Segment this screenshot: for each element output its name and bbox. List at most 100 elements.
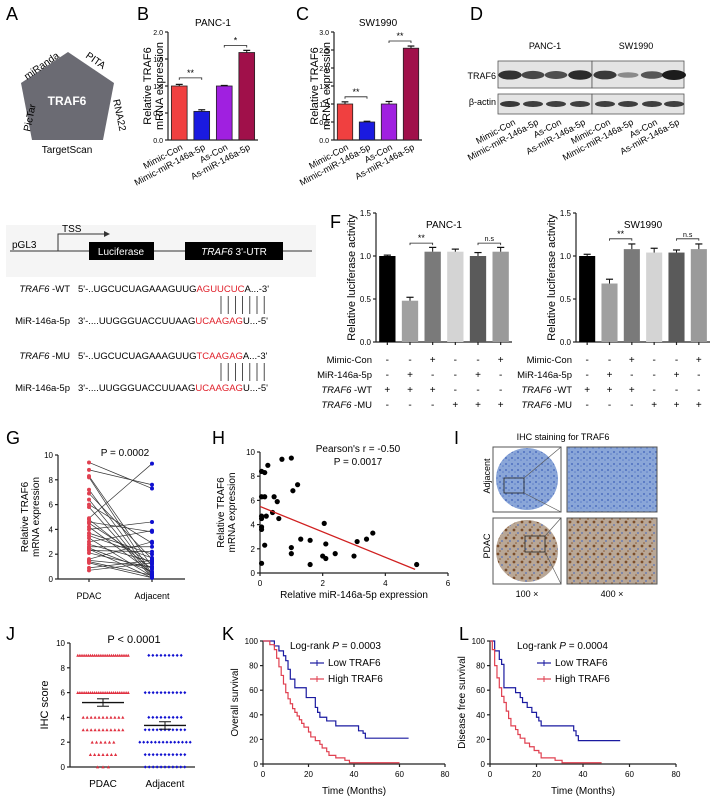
adjacent-point	[155, 728, 159, 732]
data-point	[262, 469, 268, 476]
side-rna22: RNA22	[110, 98, 128, 132]
data-point	[262, 542, 268, 548]
actin-band	[523, 101, 543, 107]
adjacent-point	[165, 740, 169, 744]
significance-bracket	[609, 238, 633, 241]
chart-subtitle: P = 0.0017	[334, 457, 383, 468]
pdac-point	[99, 740, 103, 744]
data-point	[262, 494, 268, 500]
data-point	[258, 560, 265, 566]
panel-i-ihc: IHC staining for TRAF6 Adjacent PDAC 100…	[482, 432, 658, 599]
bar	[601, 283, 618, 342]
blot-row-traf6: TRAF6	[467, 71, 496, 81]
condition-row-label: TRAF6 -MU	[321, 400, 372, 411]
y-tick-label: 0.0	[560, 338, 572, 347]
pair-line	[88, 561, 153, 576]
pair-line	[88, 521, 153, 530]
adjacent-point	[146, 740, 150, 744]
x-axis-label: Relative miR-146a-5p expression	[280, 590, 428, 601]
condition-sign: -	[386, 355, 389, 366]
pdac-point	[111, 653, 116, 657]
adjacent-point	[151, 691, 155, 695]
bar	[690, 249, 707, 342]
adjacent-point	[150, 544, 154, 549]
data-point	[414, 561, 420, 568]
condition-sign: +	[607, 370, 613, 381]
pdac-point	[93, 691, 97, 694]
condition-row-label: TRAF6 -MU	[521, 400, 572, 411]
adjacent-point	[142, 740, 146, 744]
pdac-point	[109, 753, 113, 756]
bar	[668, 252, 685, 342]
significance-bracket	[178, 77, 203, 80]
y-tick-label: 0.0	[153, 138, 163, 145]
pdac-point	[95, 653, 99, 657]
pdac-point	[109, 691, 113, 694]
panel-d-western-blot: PANC-1 SW1990 TRAF6 β-actin Mimic-ConMim…	[466, 41, 686, 163]
adjacent-point	[179, 765, 183, 769]
bar	[469, 256, 487, 342]
panel-label-i: I	[454, 428, 459, 448]
y-tick-label: 10	[56, 639, 65, 648]
pdac-point	[87, 491, 91, 496]
condition-sign: +	[696, 400, 702, 411]
adjacent-point	[150, 564, 154, 569]
x-tick-label: PDAC	[89, 779, 117, 790]
adjacent-point	[175, 728, 179, 732]
data-point	[370, 530, 376, 536]
panel-f-panc1-chart: 0.0 0.5 1.0 1.5 PANC-1 Relative luciferase ac…	[346, 209, 512, 347]
x-tick-label: 40	[350, 770, 359, 779]
pdac-point	[90, 691, 95, 694]
pdac-point	[88, 691, 92, 694]
zoom-box	[503, 477, 525, 494]
y-tick-label: 6	[251, 496, 256, 505]
condition-sign: +	[696, 355, 702, 366]
y-tick-label: 20	[476, 735, 485, 744]
pdac-point	[111, 691, 116, 694]
seed-region: TCAAGAG	[196, 351, 242, 362]
adjacent-point	[150, 549, 154, 554]
y-tick-label: 0	[251, 569, 256, 578]
adjacent-point	[183, 728, 187, 732]
pdac-point	[93, 653, 97, 657]
pdac-point	[124, 691, 128, 694]
actin-band	[618, 101, 638, 107]
data-point	[274, 499, 280, 505]
pdac-point	[109, 715, 113, 719]
pdac-point	[78, 691, 82, 694]
data-point	[307, 537, 313, 543]
adjacent-point	[150, 575, 154, 580]
y-axis-label: Relative luciferase activity	[546, 214, 558, 341]
pdac-point	[122, 691, 126, 694]
data-point	[288, 544, 294, 551]
pdac-point	[103, 653, 107, 657]
panel-labels: A B C D E F G H I J K L	[6, 4, 483, 644]
pdac-point	[87, 536, 91, 541]
adjacent-point	[159, 715, 163, 719]
y-tick-label: 0	[49, 575, 54, 584]
pdac-point	[117, 728, 121, 732]
panel-l-chart: 0 20 40 60 80 100 0 20 40 60 80 Time (Months) Diseas…	[457, 637, 681, 797]
traf6-band	[544, 71, 568, 79]
y-axis-label: Relative TRAF6	[309, 47, 321, 124]
x-tick-label: 0	[258, 579, 263, 588]
condition-sign: -	[499, 385, 502, 396]
panel-b-chart: 0.0 0.5 1.0 1.5 2.0 PANC-1 Relative TRAF6 mRNA …	[133, 18, 258, 188]
y-tick-label: 1.5	[560, 209, 572, 218]
condition-sign: -	[652, 385, 655, 396]
chart-title: SW1990	[624, 220, 663, 231]
condition-sign: -	[454, 370, 457, 381]
pdac-point	[87, 460, 91, 465]
adjacent-point	[155, 653, 159, 657]
data-point	[263, 513, 269, 519]
adjacent-point	[159, 765, 163, 769]
adjacent-point	[147, 728, 151, 732]
pair-line	[88, 462, 153, 489]
chart-title: SW1990	[359, 18, 398, 29]
adjacent-point	[143, 691, 147, 695]
pdac-point	[121, 728, 125, 732]
condition-sign: -	[408, 355, 411, 366]
pdac-point	[84, 691, 88, 694]
adjacent-point	[151, 753, 155, 757]
condition-sign: +	[498, 400, 504, 411]
